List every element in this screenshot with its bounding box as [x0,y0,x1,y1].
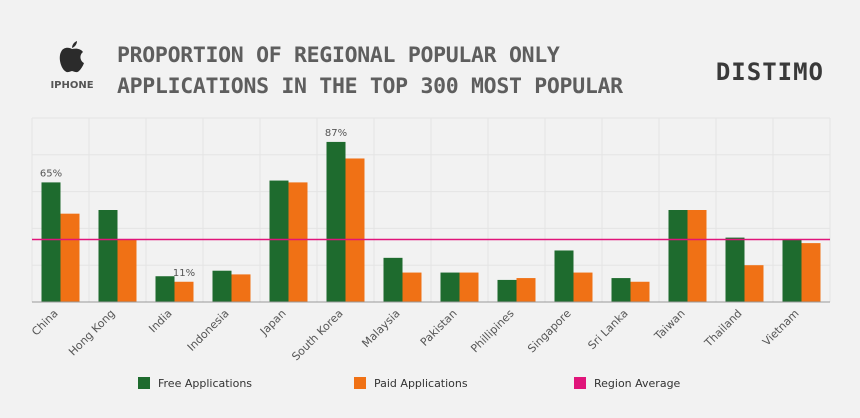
legend-paid-applications-swatch [354,377,366,389]
x-tick-label: Sri Lanka [585,307,630,352]
x-tick-label: Malaysia [359,307,402,350]
bar-paid-applications [573,272,593,302]
bar-free-applications [269,180,289,302]
legend-region-average-label: Region Average [594,377,681,390]
bar-paid-applications [402,272,422,302]
bar-paid-applications [687,210,707,302]
bar-free-applications [98,210,118,302]
x-tick-label: Indonesia [185,307,232,354]
bar-free-applications [41,182,61,302]
x-tick-label: Pakistan [418,307,460,349]
bar-paid-applications [744,265,764,302]
bar-paid-applications [231,274,251,302]
chart-title-line-1: PROPORTION OF REGIONAL POPULAR ONLY [117,43,560,68]
bar-paid-applications [117,239,137,302]
x-tick-label: Vietnam [760,307,802,349]
x-tick-label: Thailand [701,307,744,350]
data-label: 87% [325,128,347,139]
bar-free-applications [383,257,403,302]
data-label: 65% [40,168,62,179]
bar-paid-applications [60,213,80,302]
bar-paid-applications [516,278,536,302]
apple-logo-icon [59,41,84,73]
x-tick-label: India [146,307,174,335]
bar-free-applications [326,141,346,302]
bar-free-applications [668,210,688,302]
legend-free-applications-swatch [138,377,150,389]
x-tick-label: South Korea [289,307,345,363]
chart-title: PROPORTION OF REGIONAL POPULAR ONLY APPL… [117,40,623,102]
device-label: IPHONE [50,80,94,91]
bar-free-applications [611,278,631,302]
bar-paid-applications [630,281,650,302]
x-tick-label: Taiwan [651,307,687,343]
x-tick-label: China [29,307,60,338]
bar-free-applications [440,272,460,302]
legend-region-average-swatch [574,377,586,389]
brand-logo: DISTIMO [715,58,824,86]
bar-free-applications [725,237,745,302]
bar-free-applications [212,270,232,302]
x-tick-label: Hong Kong [66,307,117,358]
bar-paid-applications [288,182,308,302]
legend-free-applications-label: Free Applications [158,377,252,390]
bar-free-applications [155,276,175,302]
chart-title-line-2: APPLICATIONS IN THE TOP 300 MOST POPULAR [117,74,623,99]
bar-free-applications [782,239,802,302]
bar-paid-applications [345,158,365,302]
device-badge: IPHONE [40,40,104,91]
x-tick-label: Phillipines [468,307,517,356]
x-tick-label: Japan [257,307,289,339]
legend-paid-applications-label: Paid Applications [374,377,468,390]
bar-paid-applications [801,243,821,302]
data-label: 11% [173,268,195,279]
bar-paid-applications [459,272,479,302]
bar-free-applications [497,279,517,302]
bar-paid-applications [174,281,194,302]
bar-free-applications [554,250,574,302]
x-tick-label: Singapore [525,307,574,356]
